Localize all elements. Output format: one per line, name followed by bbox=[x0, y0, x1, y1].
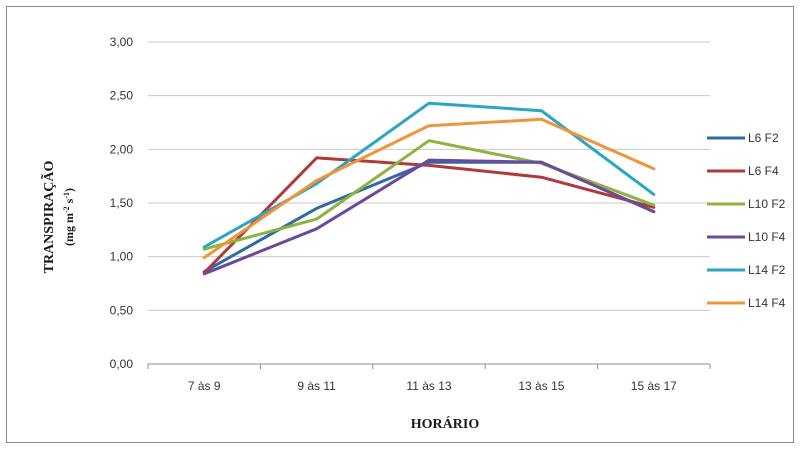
chart-frame: 0,00 0,50 1,00 1,50 2,00 2,50 3,00 7 às 9 9 às 1… bbox=[6, 6, 794, 443]
y-axis-title: TRANSPIRAÇÃO bbox=[39, 161, 57, 274]
legend-label: L10 F2 bbox=[748, 197, 786, 211]
y-tick-label: 0,50 bbox=[110, 303, 134, 317]
legend-label: L14 F2 bbox=[748, 263, 786, 277]
y-tick-label: 0,00 bbox=[110, 357, 134, 371]
x-tick-label: 7 às 9 bbox=[188, 379, 221, 393]
axis-layer: 0,00 0,50 1,00 1,50 2,00 2,50 3,00 7 às 9 9 às 1… bbox=[110, 35, 711, 393]
y-tick-label: 3,00 bbox=[110, 35, 134, 49]
series-line-l10-f4 bbox=[202, 158, 656, 276]
y-tick-label: 2,50 bbox=[110, 89, 134, 103]
legend-label: L14 F4 bbox=[748, 296, 786, 310]
series-layer bbox=[202, 101, 656, 276]
legend-label: L10 F4 bbox=[748, 230, 786, 244]
y-tick-label: 1,50 bbox=[110, 196, 134, 210]
x-tick-label: 13 às 15 bbox=[518, 379, 564, 393]
legend-label: L6 F4 bbox=[748, 164, 779, 178]
line-chart: 0,00 0,50 1,00 1,50 2,00 2,50 3,00 7 às 9 9 às 1… bbox=[39, 35, 786, 432]
x-tick-label: 11 às 13 bbox=[406, 379, 451, 393]
y-tick-label: 2,00 bbox=[110, 142, 134, 156]
legend-label: L6 F2 bbox=[748, 131, 779, 145]
series-line-l14-f4 bbox=[202, 117, 656, 260]
x-tick-label: 15 às 17 bbox=[631, 379, 677, 393]
x-tick-label: 9 às 11 bbox=[297, 379, 336, 393]
series-line-l6-f4 bbox=[202, 156, 656, 275]
axis-titles: HORÁRIO TRANSPIRAÇÃO (mg m-2 s-1) bbox=[39, 161, 479, 432]
y-tick-label: 1,00 bbox=[110, 250, 134, 264]
legend: L6 F2 L6 F4 L10 F2 L10 F4 L14 F2 L14 F4 bbox=[707, 131, 786, 310]
y-axis-unit: (mg m-2 s-1) bbox=[62, 188, 77, 246]
grid-layer bbox=[148, 41, 710, 365]
x-axis-title: HORÁRIO bbox=[411, 415, 480, 432]
